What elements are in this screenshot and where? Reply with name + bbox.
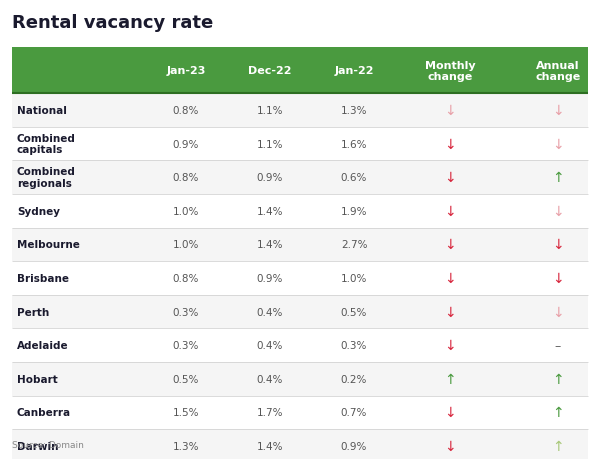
Text: 2.7%: 2.7%	[341, 240, 367, 250]
Text: ↓: ↓	[444, 171, 456, 185]
Text: 1.1%: 1.1%	[257, 106, 283, 116]
Text: 0.5%: 0.5%	[173, 374, 199, 384]
Text: 1.5%: 1.5%	[173, 408, 199, 417]
Text: 0.9%: 0.9%	[257, 173, 283, 183]
Text: –: –	[555, 339, 561, 352]
Text: Monthly
change: Monthly change	[425, 61, 475, 82]
Bar	[12, 228, 588, 262]
Text: ↓: ↓	[552, 104, 564, 118]
Text: 0.7%: 0.7%	[341, 408, 367, 417]
Text: Adelaide: Adelaide	[17, 341, 68, 350]
Text: ↓: ↓	[444, 305, 456, 319]
Text: ↓: ↓	[444, 271, 456, 285]
Text: 0.8%: 0.8%	[173, 173, 199, 183]
Bar	[12, 94, 588, 128]
Text: ↑: ↑	[552, 439, 564, 453]
Text: Combined
capitals: Combined capitals	[17, 134, 76, 155]
Bar	[12, 48, 588, 94]
Text: 1.0%: 1.0%	[341, 274, 367, 283]
Bar	[12, 362, 588, 396]
Text: Rental vacancy rate: Rental vacancy rate	[12, 14, 213, 32]
Text: 0.5%: 0.5%	[341, 307, 367, 317]
Text: ↓: ↓	[444, 405, 456, 420]
Text: ↓: ↓	[552, 204, 564, 218]
Text: 1.6%: 1.6%	[341, 140, 367, 149]
Bar	[12, 262, 588, 295]
Text: 1.0%: 1.0%	[173, 207, 199, 216]
Text: ↓: ↓	[552, 238, 564, 252]
Text: Source: Domain: Source: Domain	[12, 440, 84, 449]
Text: 1.4%: 1.4%	[257, 240, 283, 250]
Text: 0.2%: 0.2%	[341, 374, 367, 384]
Bar	[12, 396, 588, 429]
Bar	[12, 329, 588, 362]
Text: 0.6%: 0.6%	[341, 173, 367, 183]
Text: 0.4%: 0.4%	[257, 341, 283, 350]
Text: Annual
change: Annual change	[535, 61, 581, 82]
Text: ↓: ↓	[444, 338, 456, 353]
Text: Brisbane: Brisbane	[17, 274, 69, 283]
Text: ↓: ↓	[444, 137, 456, 151]
Text: Sydney: Sydney	[17, 207, 60, 216]
Text: 0.9%: 0.9%	[257, 274, 283, 283]
Bar	[12, 161, 588, 195]
Text: National: National	[17, 106, 67, 116]
Bar	[12, 128, 588, 161]
Text: 1.0%: 1.0%	[173, 240, 199, 250]
Text: 0.3%: 0.3%	[173, 341, 199, 350]
Text: Jan-22: Jan-22	[334, 66, 374, 76]
Text: ↓: ↓	[552, 137, 564, 151]
Text: 1.4%: 1.4%	[257, 441, 283, 451]
Text: 0.4%: 0.4%	[257, 374, 283, 384]
Text: 0.3%: 0.3%	[173, 307, 199, 317]
Text: ↓: ↓	[444, 204, 456, 218]
Text: ↑: ↑	[552, 372, 564, 386]
Text: ↑: ↑	[444, 372, 456, 386]
Text: 1.4%: 1.4%	[257, 207, 283, 216]
Text: 0.8%: 0.8%	[173, 274, 199, 283]
Bar	[12, 429, 588, 459]
Text: 1.1%: 1.1%	[257, 140, 283, 149]
Text: 0.9%: 0.9%	[341, 441, 367, 451]
Text: Jan-23: Jan-23	[166, 66, 206, 76]
Bar	[12, 195, 588, 228]
Text: Dec-22: Dec-22	[248, 66, 292, 76]
Text: 1.3%: 1.3%	[341, 106, 367, 116]
Text: Melbourne: Melbourne	[17, 240, 80, 250]
Text: ↓: ↓	[444, 104, 456, 118]
Text: Hobart: Hobart	[17, 374, 58, 384]
Text: ↑: ↑	[552, 171, 564, 185]
Text: 1.9%: 1.9%	[341, 207, 367, 216]
Text: ↓: ↓	[444, 238, 456, 252]
Text: ↓: ↓	[444, 439, 456, 453]
Text: 0.3%: 0.3%	[341, 341, 367, 350]
Text: 0.4%: 0.4%	[257, 307, 283, 317]
Text: 1.3%: 1.3%	[173, 441, 199, 451]
Text: ↓: ↓	[552, 271, 564, 285]
Text: ↓: ↓	[552, 305, 564, 319]
Text: 0.9%: 0.9%	[173, 140, 199, 149]
Text: Perth: Perth	[17, 307, 49, 317]
Text: 1.7%: 1.7%	[257, 408, 283, 417]
Bar	[12, 295, 588, 329]
Text: 0.8%: 0.8%	[173, 106, 199, 116]
Text: Combined
regionals: Combined regionals	[17, 167, 76, 189]
Text: Canberra: Canberra	[17, 408, 71, 417]
Text: Darwin: Darwin	[17, 441, 58, 451]
Text: ↑: ↑	[552, 405, 564, 420]
